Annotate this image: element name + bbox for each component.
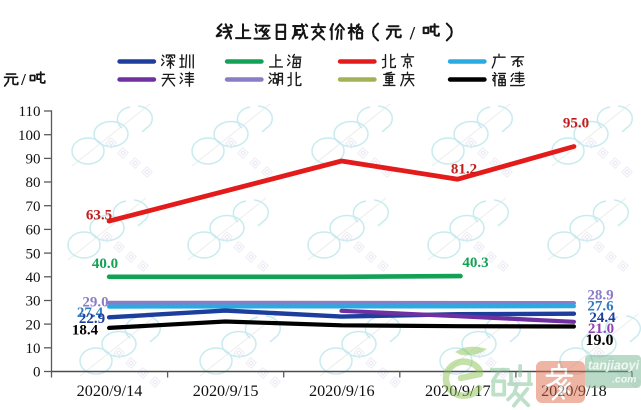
svg-text:/: / bbox=[20, 70, 26, 89]
svg-text:2020/9/16: 2020/9/16 bbox=[309, 382, 375, 400]
svg-text:70: 70 bbox=[26, 199, 41, 215]
svg-text:40: 40 bbox=[26, 270, 41, 286]
svg-text:10: 10 bbox=[26, 341, 41, 357]
svg-text:2020/9/14: 2020/9/14 bbox=[77, 382, 143, 400]
svg-text:40.0: 40.0 bbox=[92, 256, 118, 272]
svg-text:.com: .com bbox=[612, 374, 637, 386]
svg-text:tanjiaoyi: tanjiaoyi bbox=[588, 359, 640, 373]
svg-text:20: 20 bbox=[26, 317, 41, 333]
svg-text:22.9: 22.9 bbox=[79, 311, 105, 327]
svg-text:/: / bbox=[409, 24, 416, 45]
svg-text:24.4: 24.4 bbox=[589, 310, 616, 326]
svg-text:50: 50 bbox=[26, 246, 41, 262]
svg-text:28.9: 28.9 bbox=[587, 287, 613, 303]
svg-text:27.6: 27.6 bbox=[587, 299, 614, 315]
svg-text:81.2: 81.2 bbox=[451, 161, 477, 177]
svg-text:40.3: 40.3 bbox=[462, 255, 488, 271]
svg-text:19.0: 19.0 bbox=[586, 332, 614, 349]
svg-text:0: 0 bbox=[33, 365, 41, 381]
svg-text:18.4: 18.4 bbox=[72, 322, 99, 338]
svg-text:27.4: 27.4 bbox=[77, 305, 104, 321]
svg-text:90: 90 bbox=[26, 152, 41, 168]
svg-text:95.0: 95.0 bbox=[563, 115, 589, 131]
svg-text:2020/9/15: 2020/9/15 bbox=[193, 382, 259, 400]
svg-text:110: 110 bbox=[19, 104, 41, 120]
svg-text:21.0: 21.0 bbox=[588, 321, 614, 337]
svg-text:100: 100 bbox=[18, 128, 41, 144]
svg-text:29.0: 29.0 bbox=[82, 294, 108, 310]
svg-text:63.5: 63.5 bbox=[86, 207, 112, 223]
svg-text:30: 30 bbox=[26, 294, 41, 310]
svg-text:80: 80 bbox=[26, 175, 41, 191]
svg-text:60: 60 bbox=[26, 223, 41, 239]
